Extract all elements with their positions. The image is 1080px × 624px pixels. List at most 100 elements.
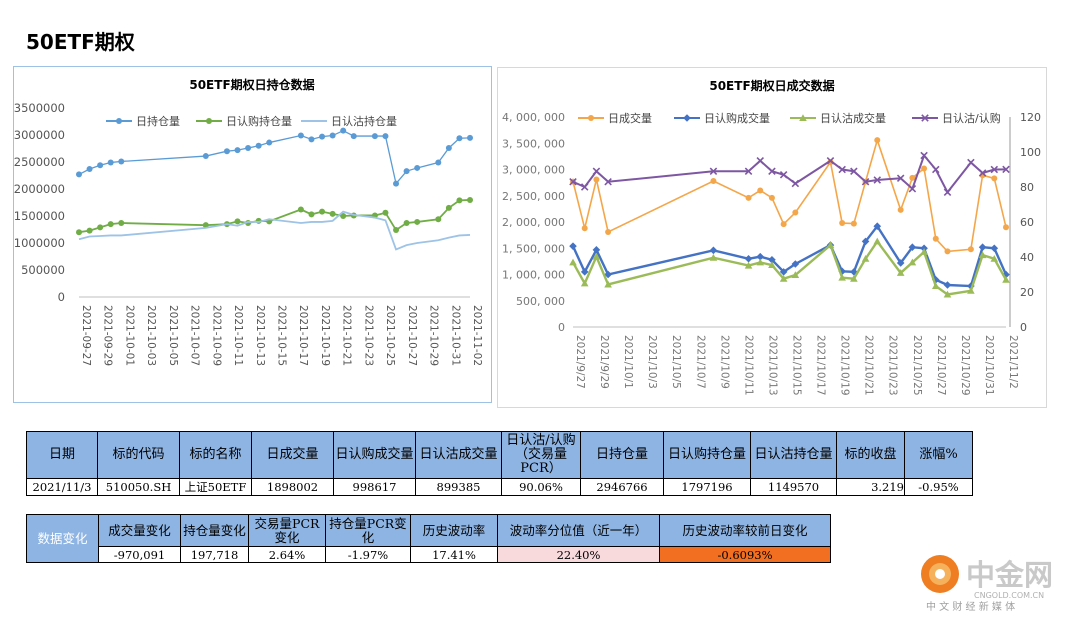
y-tick-label: 3500000 xyxy=(14,101,65,115)
data-point xyxy=(435,159,442,166)
data-point xyxy=(850,274,858,282)
data-point xyxy=(86,166,93,173)
data-point xyxy=(403,220,410,227)
legend-label: 日认沽持仓量 xyxy=(331,114,397,128)
x-tick-label: 2021-09-29 xyxy=(102,305,114,366)
change-table-cell: 2.64% xyxy=(248,546,326,563)
x-tick-label: 2021/10/31 xyxy=(983,335,995,396)
data-point xyxy=(874,137,881,144)
data-point xyxy=(943,281,952,289)
data-point xyxy=(756,258,765,266)
main-table-header: 标的收盘 xyxy=(836,431,905,479)
y2-tick-label: 80 xyxy=(1020,181,1034,194)
x-tick-label: 2021/9/29 xyxy=(598,335,610,389)
data-point xyxy=(908,184,917,193)
data-point xyxy=(456,135,463,142)
data-point xyxy=(245,144,252,151)
y-tick-label: 1, 500, 000 xyxy=(502,242,565,255)
x-tick-label: 2021-10-09 xyxy=(210,305,222,366)
y-tick-label: 2500000 xyxy=(14,155,65,169)
data-point xyxy=(604,280,612,288)
data-point xyxy=(990,165,999,174)
data-point xyxy=(768,194,775,201)
series-3 xyxy=(78,210,471,251)
page-title: 50ETF期权 xyxy=(26,30,135,54)
x-tick-label: 2021-10-25 xyxy=(384,305,396,366)
data-point xyxy=(202,153,209,160)
data-point xyxy=(896,269,905,276)
x-tick-label: 2021/10/21 xyxy=(863,335,875,396)
data-point xyxy=(838,273,846,281)
logo-mark-icon: 中金网 CNGOLD.COM.CN 中 文 财 经 新 媒 体 xyxy=(921,555,1053,613)
change-table-header: 历史波动率 xyxy=(410,514,498,547)
legend-label: 日持仓量 xyxy=(136,114,180,128)
x-tick-label: 2021-10-29 xyxy=(428,305,440,366)
data-point xyxy=(1002,165,1010,174)
legend-label: 日认购持仓量 xyxy=(226,114,292,128)
data-point xyxy=(967,246,974,253)
data-point xyxy=(826,241,835,249)
main-table-cell: 1898002 xyxy=(251,478,334,496)
y-tick-label: 500, 000 xyxy=(516,295,565,308)
series-2 xyxy=(76,196,473,236)
change-table-cell: 197,718 xyxy=(180,546,249,563)
data-point xyxy=(839,220,846,227)
y-tick-label: 3, 000, 000 xyxy=(502,164,565,177)
y2-tick-label: 60 xyxy=(1020,216,1034,229)
series-4 xyxy=(569,151,1010,197)
data-point xyxy=(340,213,347,219)
data-point xyxy=(978,243,987,251)
series-line xyxy=(571,239,1008,296)
data-point xyxy=(873,176,882,184)
data-point xyxy=(780,221,787,228)
y-tick-label: 3000000 xyxy=(14,128,65,142)
data-point xyxy=(791,260,800,268)
data-point xyxy=(445,204,452,211)
data-point xyxy=(744,261,753,269)
data-point xyxy=(990,244,999,253)
y2-tick-label: 120 xyxy=(1020,111,1041,124)
data-point xyxy=(978,251,987,259)
change-table-cell: -970,091 xyxy=(98,546,181,563)
legend-label: 日认沽成交量 xyxy=(820,111,886,125)
data-point xyxy=(826,156,835,165)
change-table-cell: -0.6093% xyxy=(659,546,831,563)
data-point xyxy=(467,134,473,141)
data-point xyxy=(97,162,104,169)
data-point xyxy=(382,209,389,216)
x-tick-label: 2021/10/11 xyxy=(742,335,754,396)
change-table-header: 历史波动率较前日变化 xyxy=(659,514,831,547)
data-point xyxy=(779,268,788,276)
change-table-header: 持仓量PCR变化 xyxy=(325,514,411,547)
data-point xyxy=(569,258,577,266)
x-tick-label: 2021-10-17 xyxy=(297,305,309,366)
y-tick-label: 2, 000, 000 xyxy=(502,216,565,229)
x-tick-label: 2021-10-31 xyxy=(449,305,461,366)
data-point xyxy=(779,274,788,282)
x-tick-label: 2021/10/29 xyxy=(959,335,971,396)
main-table-cell: 2946766 xyxy=(580,478,664,496)
data-point xyxy=(76,229,82,236)
y-tick-label: 0 xyxy=(558,321,565,334)
data-point xyxy=(340,127,347,134)
legend-label: 日认购成交量 xyxy=(704,111,770,125)
x-tick-label: 2021-10-19 xyxy=(319,305,331,366)
legend-marker xyxy=(206,118,212,124)
data-point xyxy=(943,290,952,298)
y-tick-label: 1, 000, 000 xyxy=(502,269,565,282)
data-point xyxy=(932,165,940,174)
data-point xyxy=(921,165,928,172)
series-line xyxy=(78,210,471,251)
y2-tick-label: 100 xyxy=(1020,146,1041,159)
y-tick-label: 2000000 xyxy=(14,182,65,196)
data-point xyxy=(931,275,940,284)
data-point xyxy=(745,194,752,201)
legend-marker xyxy=(799,114,807,121)
data-point xyxy=(107,159,114,166)
x-tick-label: 2021/10/1 xyxy=(622,335,634,389)
x-tick-label: 2021/10/27 xyxy=(935,335,947,396)
x-tick-label: 2021-10-23 xyxy=(362,305,374,366)
y-tick-label: 500000 xyxy=(21,263,65,277)
series-line xyxy=(78,129,471,186)
data-point xyxy=(393,227,400,234)
